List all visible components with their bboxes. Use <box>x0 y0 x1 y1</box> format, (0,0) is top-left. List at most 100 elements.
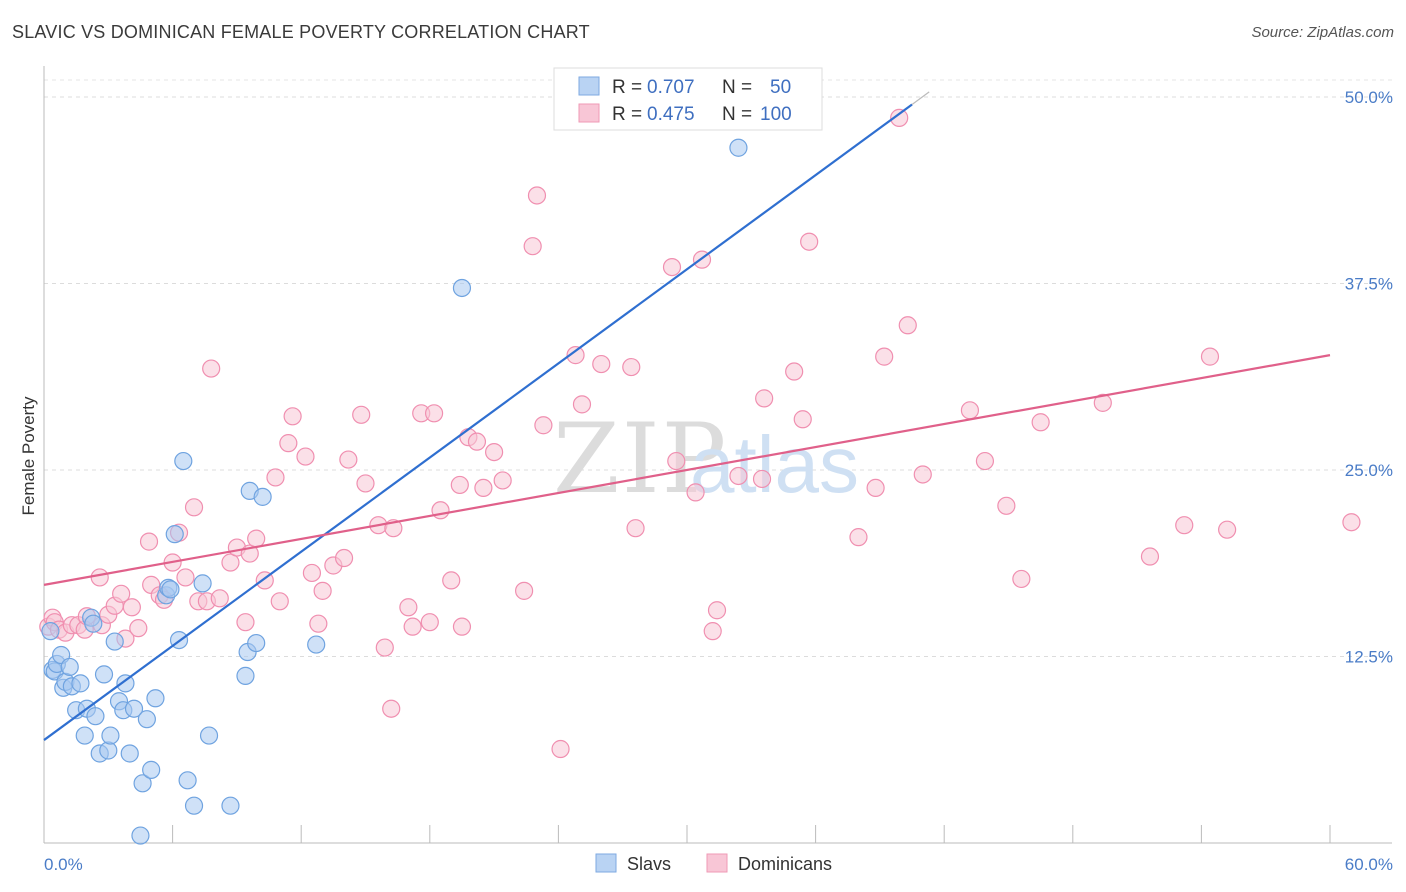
dominicans-point-92 <box>898 316 917 335</box>
slavs-point-49 <box>729 138 748 157</box>
dominicans-point-77 <box>667 451 686 471</box>
dominicans-point-42 <box>313 581 332 600</box>
y-tick-label-1: 25.0% <box>1345 461 1393 480</box>
dominicans-point-84 <box>755 389 774 408</box>
dominicans-point-68 <box>527 186 547 205</box>
legend-box: R = 0.707 N = 50 R = 0.475 N = 100 <box>553 67 823 131</box>
legend-r-value-dominicans: 0.475 <box>647 104 695 125</box>
dominicans-point-35 <box>266 468 285 487</box>
slavs-point-27 <box>133 774 152 793</box>
bottom-legend-label-dominicans: Dominicans <box>738 854 832 874</box>
slavs-point-33 <box>161 580 180 599</box>
axes <box>43 66 1392 844</box>
slavs-point-38 <box>184 796 204 815</box>
dominicans-point-40 <box>302 563 322 583</box>
slavs-point-11 <box>75 726 94 745</box>
chart-title: SLAVIC VS DOMINICAN FEMALE POVERTY CORRE… <box>12 22 590 42</box>
dominicans-point-85 <box>785 362 804 381</box>
dominicans-point-56 <box>424 404 444 423</box>
slavs-point-15 <box>86 707 105 726</box>
slavs-point-29 <box>142 760 161 779</box>
dominicans-point-16 <box>129 619 148 638</box>
slavs-point-28 <box>137 710 156 729</box>
dominicans-point-58 <box>442 571 461 590</box>
slavs-point-18 <box>99 741 118 760</box>
y-tick-label-2: 37.5% <box>1345 275 1393 294</box>
dominicans-point-102 <box>1200 347 1220 366</box>
dominicans-point-37 <box>279 434 298 453</box>
dominicans-point-27 <box>202 359 221 378</box>
grid-lines <box>44 79 1392 657</box>
dominicans-point-94 <box>960 401 980 420</box>
slavs-point-23 <box>116 674 135 693</box>
dominicans-point-67 <box>523 237 542 256</box>
dominicans-point-31 <box>236 613 255 632</box>
slavs-point-48 <box>452 278 472 298</box>
dominicans-point-98 <box>1031 413 1050 432</box>
dominicans-point-15 <box>122 598 141 617</box>
dominicans-point-53 <box>403 617 422 636</box>
dominicans-point-80 <box>703 622 722 641</box>
slavs-point-7 <box>60 657 79 677</box>
slavs-point-45 <box>247 633 266 653</box>
slavs-point-37 <box>178 771 197 790</box>
slavs-point-34 <box>165 525 184 544</box>
dominicans-point-71 <box>566 346 585 365</box>
slavs-point-19 <box>101 726 120 745</box>
slavs-point-40 <box>199 726 219 745</box>
x-tick-label-0: 0.0% <box>44 855 83 874</box>
dominicans-point-73 <box>592 354 611 374</box>
dominicans-point-62 <box>467 432 487 451</box>
slavs-point-47 <box>307 635 326 654</box>
dominicans-trend-line <box>43 354 1331 586</box>
dominicans-point-24 <box>184 498 204 517</box>
slavs-point-24 <box>120 744 139 763</box>
dominicans-point-81 <box>707 601 727 620</box>
source-note: Source: ZipAtlas.com <box>1251 24 1394 41</box>
legend-r-label-slavs: R = <box>612 77 642 98</box>
dominicans-point-55 <box>420 613 439 632</box>
slavs-point-41 <box>221 796 240 815</box>
dominicans-point-41 <box>309 614 328 633</box>
dominicans-point-50 <box>382 699 401 718</box>
slavs-point-0 <box>41 622 60 641</box>
dominicans-point-23 <box>176 568 195 587</box>
dominicans-point-69 <box>534 416 553 435</box>
bottom-legend-swatch-dominicans <box>706 853 728 873</box>
slavs-point-39 <box>193 574 212 593</box>
dominicans-point-95 <box>975 451 995 471</box>
legend-n-label-dominicans: N = <box>722 104 752 125</box>
dominicans-point-17 <box>139 532 159 551</box>
y-tick-label-0: 12.5% <box>1345 648 1393 667</box>
dominicans-point-88 <box>849 528 868 547</box>
slavs-point-42 <box>236 666 255 685</box>
legend-swatch-slavs <box>578 76 600 96</box>
dominicans-point-9 <box>90 568 109 587</box>
dominicans-point-76 <box>662 257 682 277</box>
dominicans-point-87 <box>800 232 819 251</box>
trend-lines <box>43 91 1331 741</box>
slavs-point-10 <box>71 674 90 693</box>
dominicans-point-13 <box>112 584 131 603</box>
dominicans-point-101 <box>1175 516 1194 535</box>
slavs-point-17 <box>94 665 114 684</box>
dominicans-point-96 <box>997 496 1016 515</box>
dominicans-point-47 <box>356 474 375 493</box>
slavs-point-46 <box>253 487 272 506</box>
dominicans-point-74 <box>622 357 641 377</box>
legend-swatch-dominicans <box>578 103 600 123</box>
dominicans-point-86 <box>793 410 812 429</box>
dominicans-point-103 <box>1218 520 1237 539</box>
dominicans-point-78 <box>686 483 705 502</box>
dominicans-point-36 <box>270 592 289 611</box>
dominicans-point-57 <box>431 501 450 520</box>
bottom-legend-label-slavs: Slavs <box>627 854 671 874</box>
dominicans-point-65 <box>493 471 512 490</box>
dominicans-point-39 <box>296 447 315 466</box>
dominicans-point-82 <box>729 466 748 486</box>
legend-n-value-dominicans: 100 <box>760 104 792 125</box>
dominicans-point-52 <box>399 598 418 617</box>
bottom-legend-swatch-slavs <box>595 853 617 873</box>
slavs-point-36 <box>174 451 193 471</box>
